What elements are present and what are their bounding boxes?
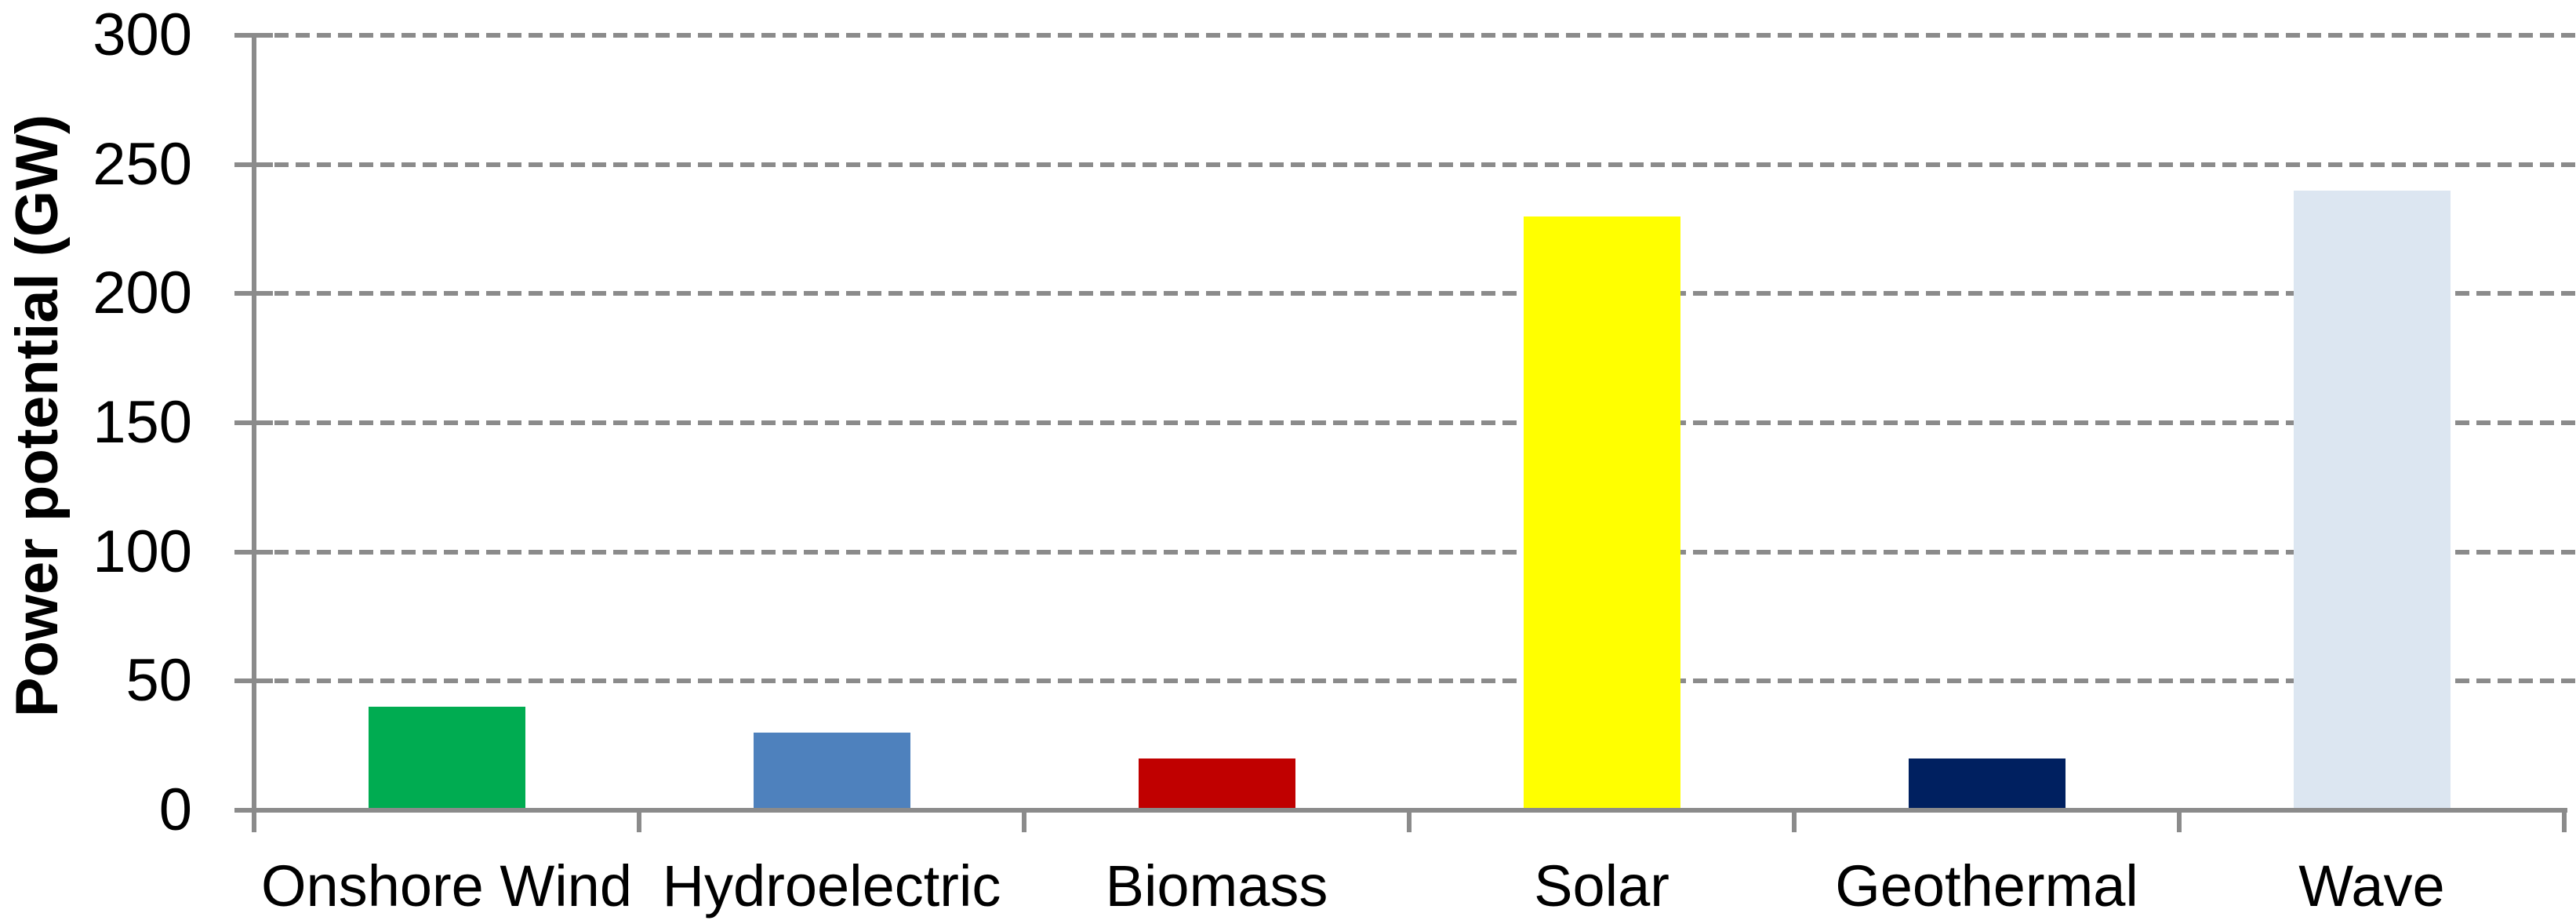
x-category-label: Hydroelectric (662, 853, 1001, 919)
bar-solar (1523, 216, 1680, 810)
x-category-label: Solar (1534, 853, 1669, 919)
x-axis-tick (1022, 810, 1026, 832)
gridline (274, 162, 2576, 167)
y-tick-label: 100 (93, 518, 192, 585)
y-axis-line (252, 33, 256, 831)
y-tick-label: 50 (125, 647, 192, 715)
bar-biomass (1138, 758, 1295, 810)
gridline (274, 420, 2576, 425)
gridline (274, 291, 2576, 296)
x-category-label: Onshore Wind (261, 853, 632, 919)
bar-hydroelectric (753, 733, 910, 810)
x-axis-tick (2562, 810, 2567, 832)
y-tick-label: 250 (93, 130, 192, 198)
x-axis-tick (637, 810, 641, 832)
bar-onshore-wind (368, 707, 525, 810)
x-axis-tick (1407, 810, 1412, 832)
y-tick-label: 150 (93, 389, 192, 456)
bar-wave (2293, 191, 2451, 810)
x-category-label: Biomass (1105, 853, 1328, 919)
y-tick-label: 0 (158, 777, 192, 843)
gridline (274, 33, 2576, 38)
x-axis-tick (1792, 810, 1797, 832)
x-category-label: Wave (2298, 853, 2445, 919)
gridline (274, 549, 2576, 555)
y-tick-label: 300 (93, 2, 192, 68)
gridline (274, 678, 2576, 684)
y-tick-label: 200 (93, 260, 192, 327)
x-axis-tick (2177, 810, 2182, 832)
x-category-label: Geothermal (1835, 853, 2138, 919)
bar-geothermal (1908, 758, 2066, 810)
x-axis-line (234, 808, 2567, 813)
